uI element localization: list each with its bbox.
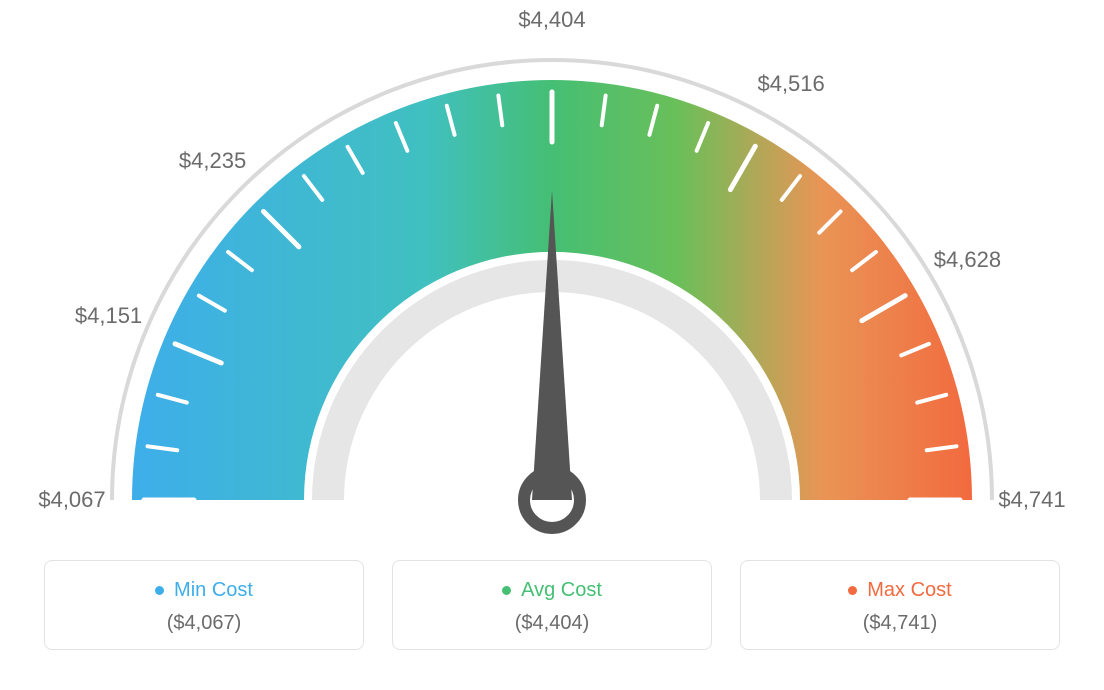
legend-value: ($4,067) — [55, 612, 353, 635]
gauge-svg — [20, 20, 1084, 540]
legend-card-max: Max Cost ($4,741) — [740, 560, 1060, 650]
legend-dot-icon — [155, 586, 164, 595]
legend-value: ($4,741) — [751, 612, 1049, 635]
gauge-tick-label: $4,741 — [998, 487, 1065, 513]
legend-label: Max Cost — [867, 579, 951, 602]
gauge-tick-label: $4,628 — [934, 247, 1001, 273]
gauge-tick-label: $4,516 — [757, 71, 824, 97]
gauge-tick-label: $4,235 — [179, 148, 246, 174]
legend-title-avg: Avg Cost — [502, 579, 602, 602]
legend-row: Min Cost ($4,067) Avg Cost ($4,404) Max Cost… — [20, 560, 1084, 650]
legend-value: ($4,404) — [403, 612, 701, 635]
legend-label: Min Cost — [174, 579, 253, 602]
gauge-tick-label: $4,404 — [518, 7, 585, 33]
gauge-tick-label: $4,151 — [75, 303, 142, 329]
legend-card-avg: Avg Cost ($4,404) — [392, 560, 712, 650]
legend-title-min: Min Cost — [155, 579, 253, 602]
legend-label: Avg Cost — [521, 579, 602, 602]
legend-dot-icon — [848, 586, 857, 595]
legend-card-min: Min Cost ($4,067) — [44, 560, 364, 650]
legend-title-max: Max Cost — [848, 579, 951, 602]
cost-gauge: $4,067$4,151$4,235$4,404$4,516$4,628$4,7… — [20, 20, 1084, 540]
gauge-tick-label: $4,067 — [38, 487, 105, 513]
legend-dot-icon — [502, 586, 511, 595]
